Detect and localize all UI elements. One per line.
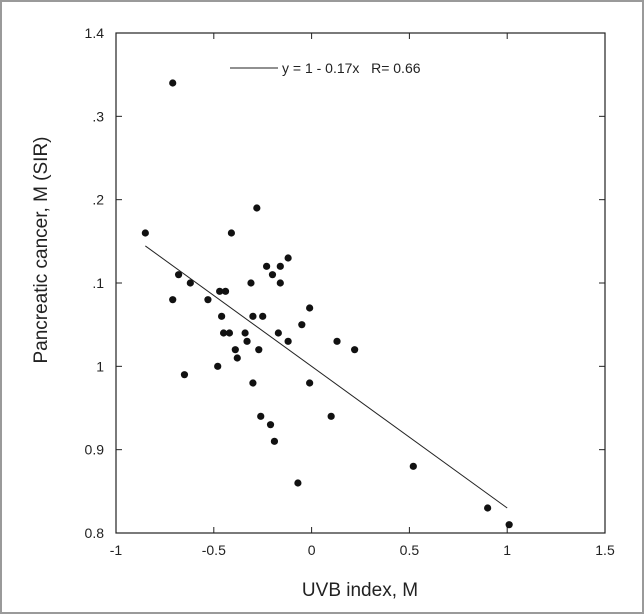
- data-point: [174, 271, 183, 279]
- data-point: [327, 412, 335, 420]
- data-point: [333, 337, 341, 345]
- y-tick-label: .2: [92, 192, 104, 208]
- data-point: [255, 346, 263, 354]
- data-point: [243, 337, 251, 345]
- data-point: [298, 321, 306, 329]
- data-point: [241, 329, 249, 337]
- y-tick-label: 0.8: [85, 525, 105, 541]
- x-tick-label: 1.5: [595, 542, 615, 558]
- data-point: [204, 296, 212, 304]
- y-tick-label: .3: [92, 108, 104, 124]
- data-point: [409, 462, 417, 470]
- y-axis: 0.8 0.9 1 .1 .2 .3 1.4: [85, 25, 605, 541]
- data-point: [227, 229, 236, 237]
- x-axis-title: UVB index, M: [302, 580, 418, 601]
- y-tick-label: 1.4: [85, 25, 105, 41]
- fit-line-layer: [145, 245, 508, 509]
- regression-line: [145, 245, 508, 509]
- x-tick-label: -0.5: [202, 542, 226, 558]
- data-point: [233, 354, 241, 362]
- data-point: [276, 279, 284, 287]
- data-point: [268, 271, 277, 279]
- legend-label: y = 1 - 0.17x R= 0.66: [282, 60, 421, 76]
- data-point: [351, 346, 359, 354]
- data-point: [219, 329, 228, 337]
- data-point: [257, 412, 265, 420]
- data-point: [225, 329, 234, 337]
- data-point: [284, 254, 292, 262]
- data-point: [218, 312, 226, 320]
- data-point: [306, 304, 314, 312]
- y-axis-title: Pancreatic cancer, M (SIR): [31, 136, 52, 363]
- legend: y = 1 - 0.17x R= 0.66: [230, 60, 421, 76]
- data-point: [169, 79, 177, 87]
- data-point: [249, 379, 257, 387]
- data-point: [186, 279, 194, 287]
- data-point: [180, 371, 189, 379]
- data-point: [306, 379, 314, 387]
- data-point: [231, 346, 239, 354]
- data-point: [259, 312, 267, 320]
- data-point: [294, 479, 302, 487]
- data-point: [216, 287, 224, 295]
- x-axis: -1 -0.5 0 0.5 1 1.5: [110, 33, 615, 558]
- data-point: [141, 229, 149, 237]
- y-tick-label: .1: [92, 275, 104, 291]
- data-point: [266, 421, 275, 429]
- data-point: [249, 312, 257, 320]
- x-tick-label: 0: [308, 542, 316, 558]
- data-point: [253, 204, 261, 212]
- data-point: [505, 521, 513, 529]
- data-point: [214, 362, 222, 370]
- x-tick-label: -1: [110, 542, 123, 558]
- data-point: [270, 437, 279, 445]
- data-point: [263, 262, 271, 270]
- data-point: [274, 329, 282, 337]
- data-point: [169, 296, 177, 304]
- x-tick-label: 1: [503, 542, 511, 558]
- data-point: [276, 262, 284, 270]
- y-tick-label: 1: [96, 358, 104, 374]
- data-points: [141, 79, 513, 529]
- data-point: [221, 287, 230, 295]
- data-point: [247, 279, 255, 287]
- data-point: [484, 504, 492, 512]
- x-tick-label: 0.5: [400, 542, 420, 558]
- y-tick-label: 0.9: [85, 442, 105, 458]
- data-point: [284, 337, 292, 345]
